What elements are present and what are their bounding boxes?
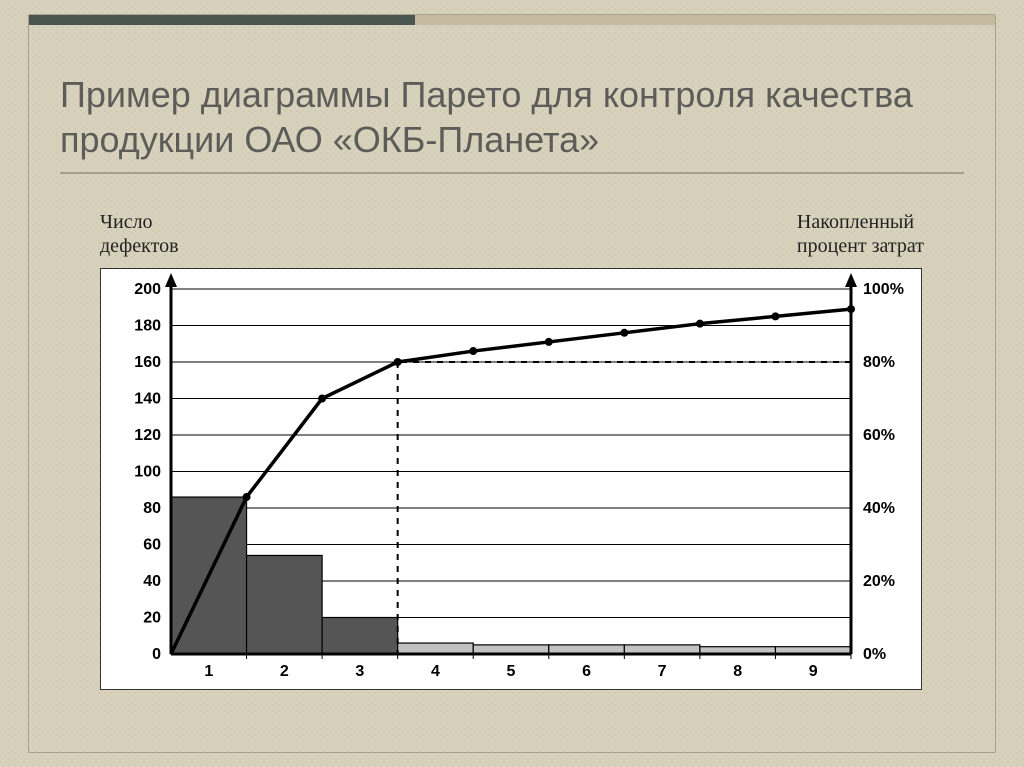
svg-text:40: 40 xyxy=(143,573,161,590)
left-axis-label-l2: дефектов xyxy=(100,235,179,257)
svg-text:40%: 40% xyxy=(863,500,895,517)
svg-text:60: 60 xyxy=(143,537,161,554)
right-axis-label-l2: процент затрат xyxy=(797,235,924,257)
svg-text:6: 6 xyxy=(582,663,591,680)
title-block: Пример диаграммы Парето для контроля кач… xyxy=(60,72,964,174)
right-axis-label-l1: Накопленный xyxy=(797,211,914,233)
pareto-chart: 0 20 40 60 80 100 120 140 160 180 200 0% 20% 40% 60% 80… xyxy=(100,268,922,690)
svg-text:0%: 0% xyxy=(863,646,886,663)
axis-label-row: Число дефектов Накопленный процент затра… xyxy=(100,210,924,258)
svg-text:200: 200 xyxy=(134,281,161,298)
pareto-chart-svg: 0 20 40 60 80 100 120 140 160 180 200 0% 20% 40% 60% 80… xyxy=(101,269,921,689)
slide-title: Пример диаграммы Парето для контроля кач… xyxy=(60,72,964,162)
svg-text:2: 2 xyxy=(280,663,289,680)
top-accent-dark xyxy=(29,15,415,25)
title-underline xyxy=(60,172,964,174)
svg-text:180: 180 xyxy=(134,318,161,335)
svg-text:9: 9 xyxy=(809,663,818,680)
svg-text:80%: 80% xyxy=(863,354,895,371)
svg-text:7: 7 xyxy=(658,663,667,680)
top-accent-light xyxy=(415,15,995,25)
svg-text:1: 1 xyxy=(204,663,213,680)
svg-text:5: 5 xyxy=(507,663,516,680)
svg-text:0: 0 xyxy=(152,646,161,663)
svg-text:120: 120 xyxy=(134,427,161,444)
svg-text:20: 20 xyxy=(143,610,161,627)
right-axis-label: Накопленный процент затрат xyxy=(797,210,924,258)
svg-text:100%: 100% xyxy=(863,281,904,298)
svg-text:8: 8 xyxy=(733,663,742,680)
left-axis-label: Число дефектов xyxy=(100,210,179,258)
svg-text:20%: 20% xyxy=(863,573,895,590)
svg-text:100: 100 xyxy=(134,464,161,481)
svg-text:140: 140 xyxy=(134,391,161,408)
left-axis-label-l1: Число xyxy=(100,211,153,233)
svg-text:160: 160 xyxy=(134,354,161,371)
svg-text:4: 4 xyxy=(431,663,440,680)
svg-text:80: 80 xyxy=(143,500,161,517)
svg-text:3: 3 xyxy=(355,663,364,680)
top-accent-bar xyxy=(29,15,995,25)
svg-text:60%: 60% xyxy=(863,427,895,444)
